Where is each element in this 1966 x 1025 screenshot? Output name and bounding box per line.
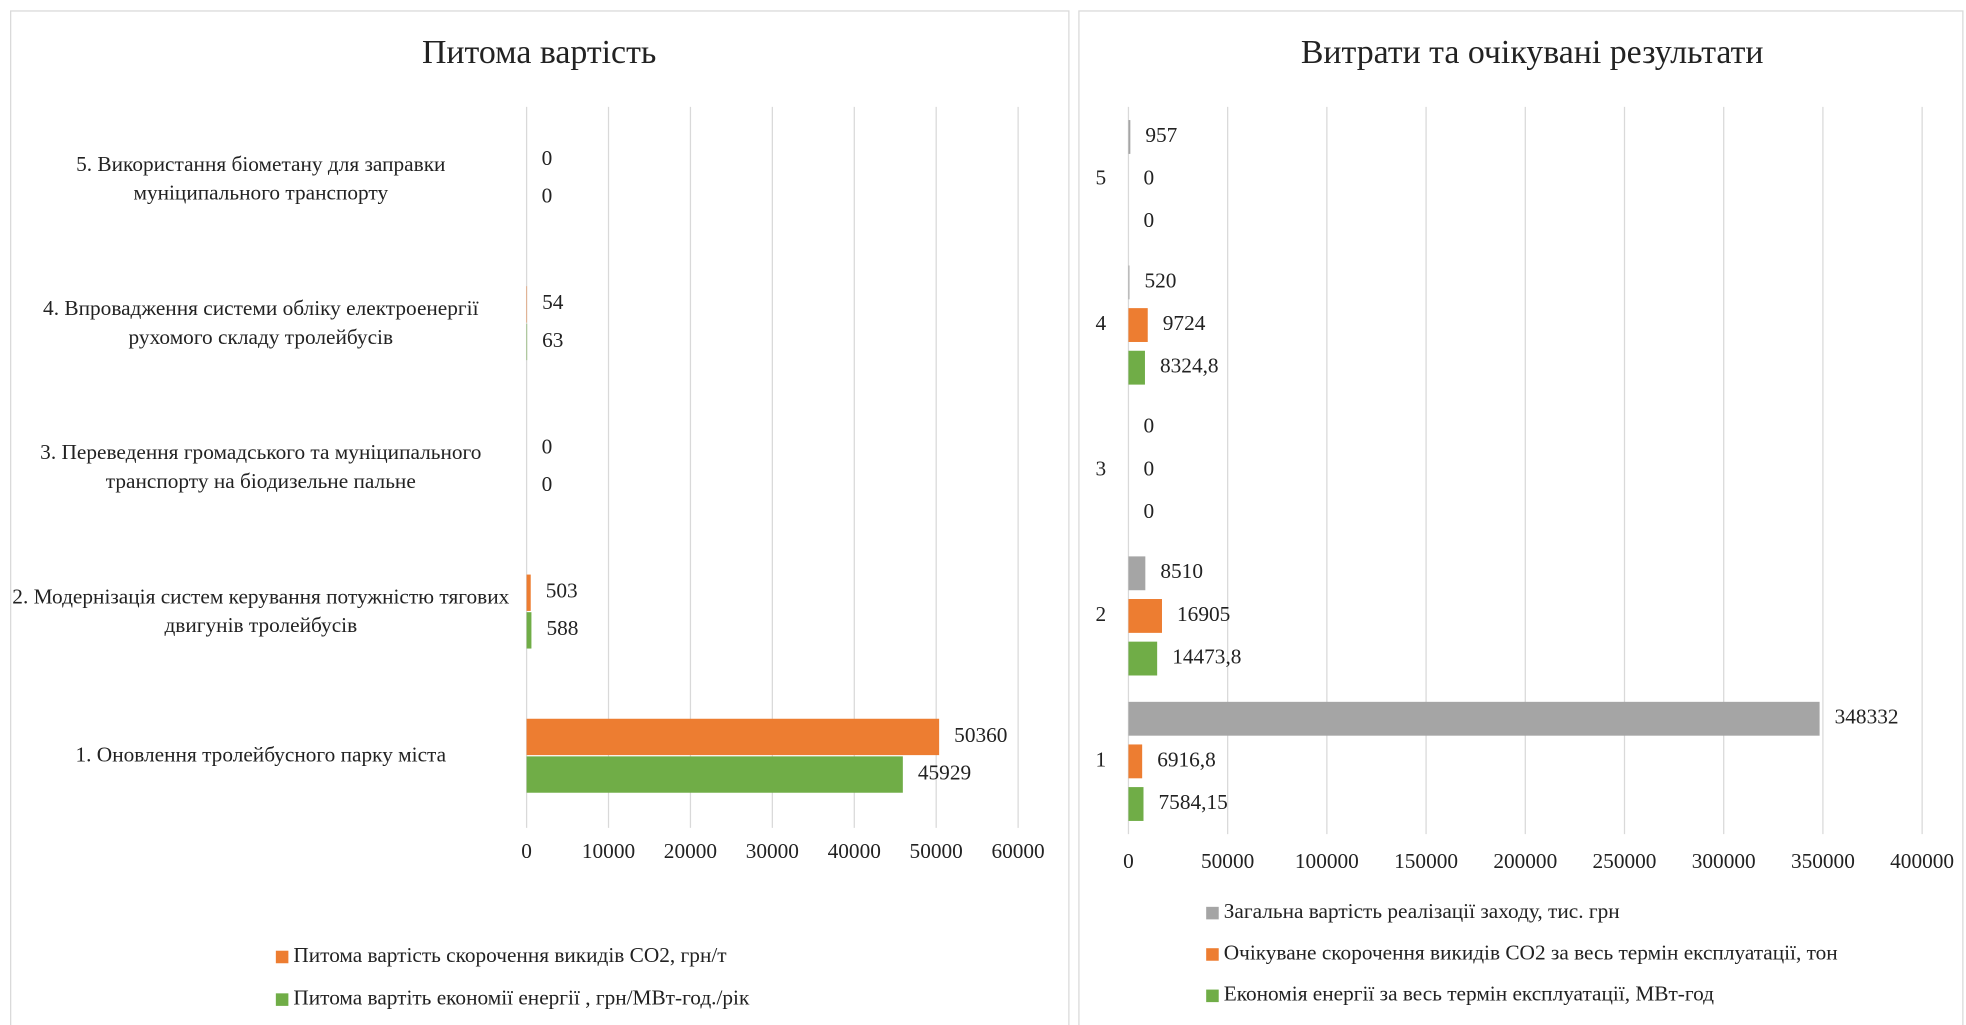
category-label: 2. Модернізація систем керування потужні… <box>12 584 510 637</box>
value-label: 520 <box>1145 268 1177 292</box>
category-label: 1. Оновлення тролейбусного парку міста <box>75 742 447 767</box>
value-label: 8510 <box>1160 559 1203 583</box>
value-label: 45929 <box>918 760 971 784</box>
x-tick-label: 100000 <box>1295 849 1359 873</box>
x-tick-label: 200000 <box>1493 849 1557 873</box>
category-label: 4. Впровадження системи обліку електроен… <box>43 295 479 349</box>
legend-label: Очікуване скорочення викидів СО2 за весь… <box>1224 940 1838 964</box>
x-tick-label: 300000 <box>1692 849 1756 873</box>
x-tick-label: 60000 <box>991 839 1044 863</box>
value-label: 54 <box>542 290 564 314</box>
category-label-box: 3. Переведення громадського та муніципал… <box>40 439 482 493</box>
value-label: 503 <box>546 579 578 603</box>
bar <box>1128 599 1162 633</box>
bar <box>1128 265 1130 300</box>
category-label: 5 <box>1096 165 1107 189</box>
category-label: 3. Переведення громадського та муніципал… <box>40 439 482 493</box>
category-label: 2 <box>1096 602 1107 626</box>
value-label: 0 <box>542 146 553 170</box>
x-tick-label: 350000 <box>1791 849 1855 873</box>
value-label: 14473,8 <box>1172 644 1241 668</box>
value-label: 957 <box>1145 123 1177 147</box>
category-label-box: 4. Впровадження системи обліку електроен… <box>43 295 479 349</box>
x-tick-label: 10000 <box>582 839 635 863</box>
category-label: 5. Використання біометану для заправки м… <box>76 151 446 205</box>
bar <box>1128 308 1148 342</box>
category-label-box: 5. Використання біометану для заправки м… <box>76 151 446 205</box>
value-label: 0 <box>542 184 553 208</box>
category-label: 4 <box>1096 311 1107 335</box>
x-tick-label: 30000 <box>746 839 799 863</box>
bar <box>526 612 532 649</box>
value-label: 0 <box>542 472 553 496</box>
x-tick-label: 40000 <box>828 839 881 863</box>
bar <box>526 574 531 611</box>
category-label-box: 2. Модернізація систем керування потужні… <box>12 584 510 637</box>
bar <box>1128 350 1145 385</box>
legend-swatch <box>1206 989 1219 1003</box>
value-label: 6916,8 <box>1157 747 1216 771</box>
category-label: 3 <box>1096 456 1107 480</box>
bar <box>1128 744 1143 779</box>
x-tick-label: 0 <box>521 839 532 863</box>
value-label: 50360 <box>954 723 1007 747</box>
category-label: 1 <box>1096 747 1107 771</box>
x-tick-label: 20000 <box>664 839 717 863</box>
bar <box>1128 701 1820 736</box>
x-tick-label: 400000 <box>1890 849 1954 873</box>
bar <box>526 756 903 793</box>
value-label: 348332 <box>1835 705 1899 729</box>
value-label: 588 <box>546 616 578 640</box>
legend-swatch <box>275 993 289 1006</box>
value-label: 0 <box>1143 208 1154 232</box>
value-label: 16905 <box>1177 602 1230 626</box>
panel-border <box>1078 10 1964 1025</box>
value-label: 9724 <box>1163 311 1206 335</box>
legend-label: Економія енергії за весь термін експлуат… <box>1224 982 1714 1006</box>
bar <box>526 718 940 756</box>
legend-swatch <box>1206 906 1219 920</box>
value-label: 63 <box>542 328 563 352</box>
value-label: 0 <box>542 434 553 458</box>
value-label: 8324,8 <box>1160 354 1219 378</box>
value-label: 0 <box>1143 165 1154 189</box>
value-label: 0 <box>1143 456 1154 480</box>
bar <box>1128 120 1131 154</box>
chart-title: Питома вартість <box>422 34 656 71</box>
bar <box>526 323 528 361</box>
legend-label: Питома вартість скорочення викидів СО2, … <box>293 943 726 967</box>
x-tick-label: 150000 <box>1394 849 1458 873</box>
bar <box>1128 787 1144 821</box>
bar <box>1128 641 1158 676</box>
x-tick-label: 250000 <box>1593 849 1657 873</box>
legend-swatch <box>275 950 289 964</box>
value-label: 0 <box>1143 414 1154 438</box>
x-tick-label: 50000 <box>910 839 963 863</box>
legend-label: Загальна вартість реалізації заходу, тис… <box>1224 899 1620 923</box>
x-tick-label: 50000 <box>1201 849 1254 873</box>
value-label: 0 <box>1143 499 1154 523</box>
bar <box>1128 556 1146 591</box>
chart-title: Витрати та очікувані результати <box>1301 34 1764 71</box>
x-tick-label: 0 <box>1123 849 1134 873</box>
panel-border <box>10 10 1070 1025</box>
legend-label: Питома вартіть економії енергії , грн/МВ… <box>293 986 750 1010</box>
legend-swatch <box>1206 948 1219 961</box>
category-label-box: 1. Оновлення тролейбусного парку міста <box>75 742 447 767</box>
value-label: 7584,15 <box>1159 790 1228 814</box>
